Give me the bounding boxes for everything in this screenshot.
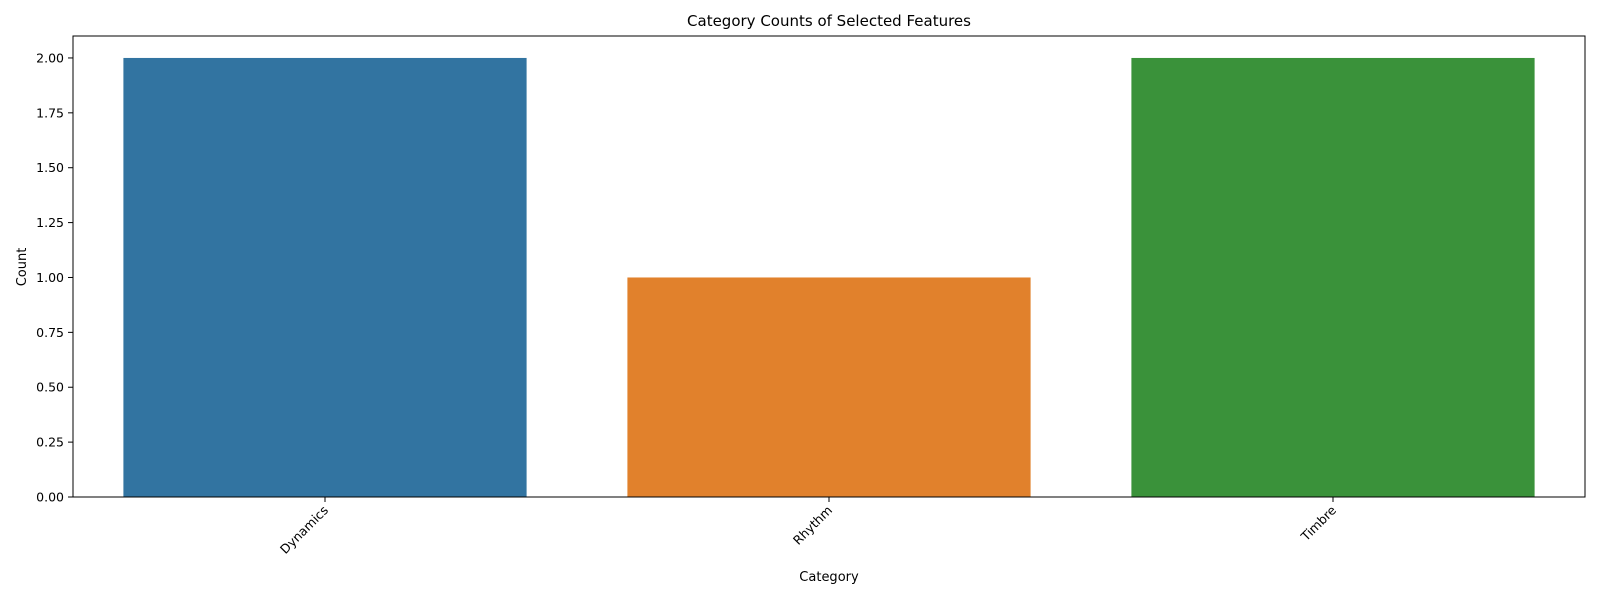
y-tick-label: 1.00	[36, 270, 64, 285]
y-tick-label: 1.50	[36, 160, 64, 175]
y-tick-label: 0.00	[36, 490, 64, 505]
y-axis-label: Count	[15, 248, 30, 287]
chart-title: Category Counts of Selected Features	[687, 12, 971, 30]
x-tick-label-timbre: Timbre	[1297, 502, 1339, 544]
x-axis-label: Category	[799, 570, 859, 585]
y-tick-label: 0.75	[36, 325, 64, 340]
x-tick-label-rhythm: Rhythm	[790, 503, 835, 548]
y-tick-label: 0.25	[36, 435, 64, 450]
y-tick-label: 1.25	[36, 215, 64, 230]
y-tick-label: 1.75	[36, 105, 64, 120]
x-axis-ticks: Dynamics Rhythm Timbre	[277, 497, 1339, 557]
plot-frame	[72, 35, 1586, 498]
y-tick-label: 0.50	[36, 380, 64, 395]
bar-timbre	[1131, 57, 1535, 497]
y-tick-label: 2.00	[36, 50, 64, 65]
bar-dynamics	[123, 57, 527, 497]
x-tick-label-dynamics: Dynamics	[277, 503, 331, 557]
bar-series	[123, 57, 1535, 497]
y-axis-ticks: 0.00 0.25 0.50 0.75 1.00 1.25 1.50 1.75 2.00	[36, 50, 73, 505]
bar-rhythm	[627, 277, 1031, 497]
